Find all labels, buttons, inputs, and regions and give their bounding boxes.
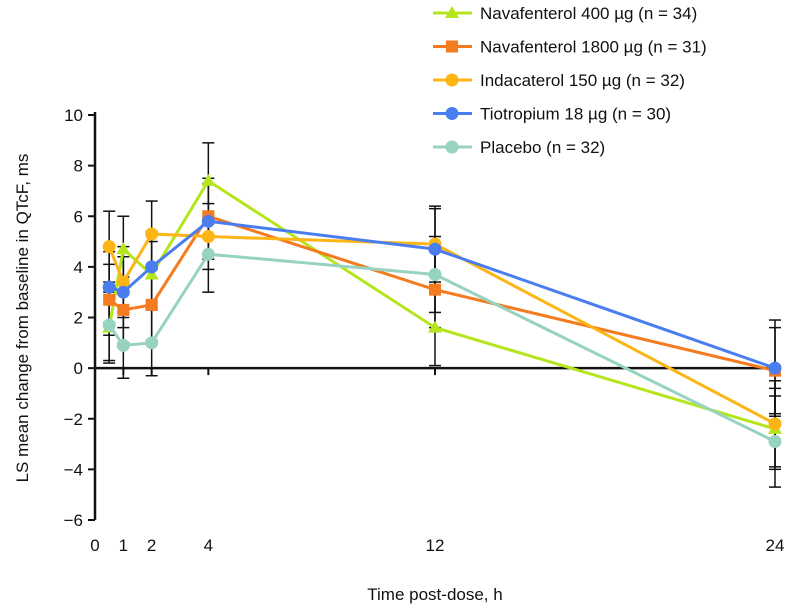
data-point — [116, 275, 130, 289]
data-point — [768, 435, 782, 449]
x-tick-label: 4 — [204, 536, 213, 555]
legend-label: Navafenterol 400 µg (n = 34) — [480, 4, 697, 23]
data-point — [102, 240, 116, 254]
x-tick-label: 0 — [90, 536, 99, 555]
data-point — [144, 267, 159, 280]
data-point — [428, 320, 442, 333]
legend-label: Tiotropium 18 µg (n = 30) — [480, 105, 671, 124]
legend-marker — [445, 107, 459, 120]
legend-marker — [445, 73, 459, 87]
data-point — [429, 283, 441, 296]
data-point — [102, 280, 116, 294]
y-tick-label: −4 — [64, 460, 83, 479]
x-tick-label: 12 — [426, 536, 445, 555]
y-tick-label: 0 — [74, 359, 83, 378]
data-point — [102, 318, 116, 332]
y-tick-label: 10 — [64, 106, 83, 125]
data-point — [117, 303, 130, 316]
legend: Navafenterol 400 µg (n = 34) Navafenterol… — [433, 4, 707, 157]
data-point — [201, 214, 215, 228]
data-point — [145, 227, 159, 241]
legend-label: Placebo (n = 32) — [480, 138, 605, 157]
data-point — [201, 230, 215, 243]
y-tick-label: 8 — [74, 157, 83, 176]
data-point — [145, 298, 158, 311]
data-point — [116, 242, 131, 255]
data-point — [768, 361, 782, 375]
data-point — [145, 336, 159, 350]
series-line — [107, 178, 776, 431]
y-tick-label: 4 — [74, 258, 83, 277]
y-tick-label: 6 — [74, 207, 83, 226]
legend-label: Navafenterol 1800 µg (n = 31) — [480, 38, 707, 57]
data-point — [428, 242, 442, 256]
legend-marker — [445, 6, 459, 18]
series-3 — [102, 214, 782, 375]
x-tick-label: 24 — [766, 536, 785, 555]
y-axis-label: LS mean change from baseline in QTcF, ms — [13, 154, 32, 483]
y-tick-label: 2 — [74, 309, 83, 328]
data-point — [428, 267, 442, 281]
legend-marker — [445, 140, 459, 154]
data-point — [116, 285, 130, 299]
data-point — [201, 173, 216, 186]
x-tick-label: 2 — [147, 536, 156, 555]
data-point — [116, 338, 130, 352]
series-4 — [102, 247, 782, 449]
data-point — [201, 247, 215, 261]
x-tick-label: 1 — [119, 536, 128, 555]
legend-label: Indacaterol 150 µg (n = 32) — [480, 71, 685, 90]
data-point — [145, 260, 159, 274]
y-tick-label: −2 — [64, 410, 83, 429]
data-point — [768, 417, 782, 431]
legend-marker — [446, 40, 458, 53]
y-tick-label: −6 — [64, 511, 83, 530]
x-axis-label: Time post-dose, h — [367, 585, 502, 604]
data-point — [103, 293, 116, 306]
